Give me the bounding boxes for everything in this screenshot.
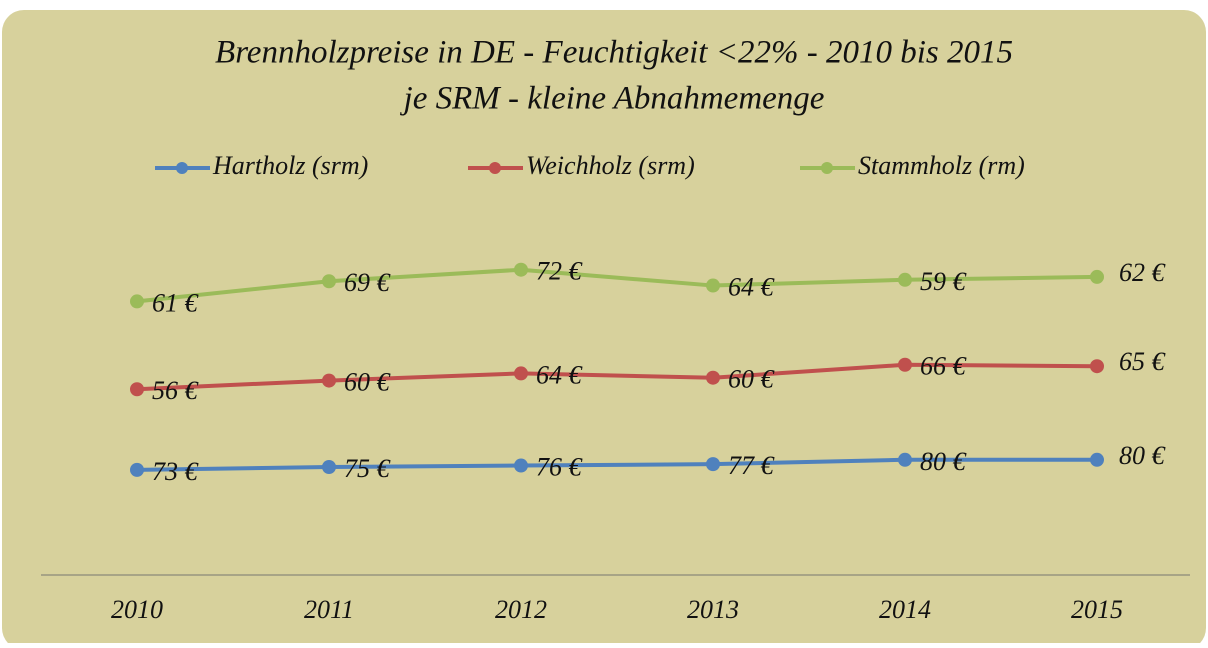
x-tick-label: 2014: [879, 595, 931, 624]
chart-subtitle: je SRM - kleine Abnahmemenge: [400, 81, 825, 117]
data-point: [322, 460, 336, 474]
x-tick-label: 2011: [304, 595, 354, 624]
legend-label: Weichholz (srm): [526, 151, 695, 180]
data-label: 66 €: [920, 352, 968, 381]
data-label: 75 €: [344, 454, 392, 483]
data-point: [706, 457, 720, 472]
data-point: [706, 370, 720, 385]
series-line: [136, 362, 1098, 392]
data-label: 80 €: [920, 447, 968, 476]
data-point: [1090, 452, 1104, 467]
data-label: 62 €: [1119, 258, 1167, 287]
data-label: 60 €: [728, 365, 776, 394]
data-point: [322, 373, 336, 388]
data-label: 59 €: [920, 267, 968, 296]
x-tick-label: 2010: [111, 595, 163, 624]
data-point: [706, 278, 720, 293]
data-point: [1090, 269, 1104, 284]
data-label: 73 €: [152, 457, 200, 486]
x-tick-label: 2012: [495, 595, 547, 624]
data-point: [130, 462, 144, 477]
legend-marker: [489, 162, 501, 174]
series-line: [136, 267, 1098, 304]
data-point: [130, 294, 144, 309]
legend-label: Hartholz (srm): [212, 151, 368, 180]
data-label: 61 €: [152, 288, 200, 317]
data-point: [514, 262, 528, 277]
data-label: 72 €: [536, 257, 584, 286]
data-label: 60 €: [344, 368, 392, 397]
data-label: 64 €: [536, 360, 584, 389]
data-label: 65 €: [1119, 347, 1167, 376]
data-label: 64 €: [728, 273, 776, 302]
data-label: 76 €: [536, 453, 584, 482]
data-point: [898, 272, 912, 287]
series-line: [136, 457, 1097, 472]
legend-marker: [176, 162, 188, 174]
data-point: [514, 458, 528, 473]
data-point: [898, 452, 912, 467]
data-point: [322, 274, 336, 289]
data-point: [1090, 359, 1104, 374]
data-point: [898, 357, 912, 372]
data-point: [514, 366, 528, 381]
data-label: 69 €: [344, 268, 392, 297]
data-point: [130, 382, 144, 397]
x-tick-label: 2013: [687, 595, 739, 624]
chart-background: [2, 10, 1206, 648]
legend-marker: [821, 162, 833, 174]
legend-label: Stammholz (rm): [858, 151, 1025, 180]
data-label: 80 €: [1119, 441, 1167, 470]
data-label: 56 €: [152, 376, 200, 405]
data-label: 77 €: [728, 451, 776, 480]
x-tick-label: 2015: [1071, 595, 1123, 624]
chart-title: Brennholzpreise in DE - Feuchtigkeit <22…: [215, 35, 1013, 71]
